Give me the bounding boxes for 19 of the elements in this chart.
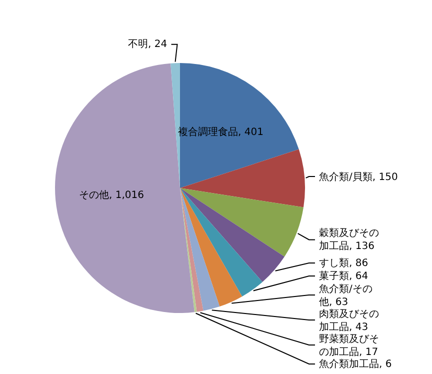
pie-slice xyxy=(180,63,299,188)
slice-label: その他, 1,016 xyxy=(79,189,144,201)
slice-label: 肉類及びその加工品, 43 xyxy=(319,308,379,333)
pie-slice xyxy=(180,188,304,257)
slice-label: 不明, 24 xyxy=(128,39,168,50)
slice-label: 魚介類加工品, 6 xyxy=(319,358,392,370)
slice-label: すし類, 86 xyxy=(319,257,368,269)
slice-label: 魚介類/貝類, 150 xyxy=(319,171,398,183)
pie-slice xyxy=(180,188,204,312)
pie-slice xyxy=(180,188,220,311)
pie-slice xyxy=(180,149,305,208)
pie-slice xyxy=(180,188,262,296)
pie-slice xyxy=(180,188,242,307)
slice-label: 複合調理食品, 401 xyxy=(178,126,264,138)
slice-label: 野菜類及びその加工品, 17 xyxy=(319,333,379,358)
slice-label: 菓子類, 64 xyxy=(319,270,368,282)
slice-label: 穀類及びその加工品, 136 xyxy=(319,227,379,252)
pie-slice xyxy=(180,188,284,282)
slice-label: 魚介類/その他, 63 xyxy=(319,283,372,308)
